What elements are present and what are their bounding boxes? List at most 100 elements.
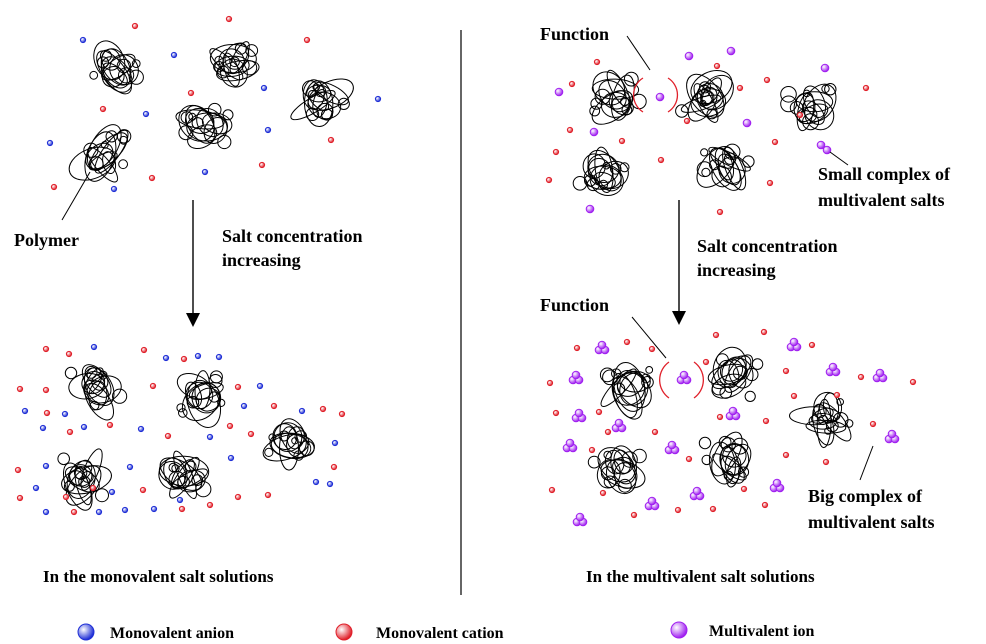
multivalent-ion [655, 92, 665, 102]
anion-ion [240, 402, 248, 410]
multivalent-ion [692, 486, 702, 496]
function-top-label: Function [540, 24, 609, 44]
cation-ion [548, 486, 556, 494]
cation-ion [790, 392, 798, 400]
multivalent-ion [820, 63, 830, 73]
cation-ion [178, 505, 186, 513]
cation-ion [247, 430, 255, 438]
cation-ion [99, 105, 107, 113]
cation-ion [16, 494, 24, 502]
big-complex-label-line1: Big complex of [808, 486, 923, 506]
ion-particles [14, 15, 917, 527]
anion-ion [79, 36, 87, 44]
anion-ion [194, 352, 202, 360]
cation-ion [674, 506, 682, 514]
polymer-coil [68, 124, 132, 183]
cation-ion [716, 413, 724, 421]
cation-ion [42, 386, 50, 394]
multivalent-ion [554, 87, 564, 97]
cation-ion [50, 183, 58, 191]
cation-ion [630, 511, 638, 519]
salt-increasing-left-line1: Salt concentration [222, 226, 362, 246]
legend-cation-label: Monovalent cation [376, 625, 504, 642]
polymer-coil [599, 362, 654, 420]
multivalent-ion [571, 370, 581, 380]
big-complex-leader [859, 445, 874, 481]
cation-ion [862, 84, 870, 92]
multivalent-ion [585, 204, 595, 214]
legend-cation-swatch [335, 623, 353, 641]
polymer-coil [176, 370, 226, 428]
big-complex-label-line2: multivalent salts [808, 512, 935, 532]
cation-ion [303, 36, 311, 44]
anion-ion [126, 463, 134, 471]
polymer-coil [789, 391, 854, 449]
cation-ion [89, 484, 97, 492]
anion-ion [32, 484, 40, 492]
cation-ion [14, 466, 22, 474]
cation-ion [149, 382, 157, 390]
anion-ion [137, 425, 145, 433]
polymer-coil [89, 40, 144, 95]
multivalent-ion [742, 118, 752, 128]
polymer-coil [707, 346, 764, 402]
anion-ion [227, 454, 235, 462]
cation-ion [552, 409, 560, 417]
cation-ion [869, 420, 877, 428]
anion-ion [162, 354, 170, 362]
cation-ion [712, 331, 720, 339]
cation-ion [234, 383, 242, 391]
polymer-coil [587, 445, 647, 495]
anion-ion [46, 139, 54, 147]
right-panel-caption: In the multivalent salt solutions [586, 567, 815, 586]
legend-multivalent-label: Multivalent ion [709, 623, 814, 640]
cation-ion [588, 446, 596, 454]
small-complex-label-line1: Small complex of [818, 164, 951, 184]
anion-ion [201, 168, 209, 176]
polymer-coil [698, 431, 752, 488]
anion-ion [312, 478, 320, 486]
multivalent-ion [614, 418, 624, 428]
cation-ion [760, 328, 768, 336]
anion-ion [331, 439, 339, 447]
cation-ion [131, 22, 139, 30]
polymer-coil [64, 364, 128, 421]
multivalent-ion [875, 368, 885, 378]
anion-ion [142, 110, 150, 118]
cation-ion [319, 405, 327, 413]
cation-ion [683, 117, 691, 125]
legend-anion-swatch [77, 623, 95, 641]
cation-ion [264, 491, 272, 499]
anion-ion [150, 505, 158, 513]
polymer-coil [696, 143, 755, 191]
cation-ion [568, 80, 576, 88]
cation-ion [42, 345, 50, 353]
anion-ion [80, 423, 88, 431]
polymer-label: Polymer [14, 230, 79, 250]
multivalent-ion [574, 408, 584, 418]
polymer-coils [57, 40, 854, 511]
polymer-coil [158, 450, 212, 499]
multivalent-ion [726, 46, 736, 56]
cation-ion [330, 463, 338, 471]
cation-ion [234, 493, 242, 501]
cation-ion [164, 432, 172, 440]
cation-ion [65, 350, 73, 358]
polymer-coil [175, 102, 234, 150]
cation-ion [822, 458, 830, 466]
cation-ion [618, 137, 626, 145]
multivalent-ion [887, 429, 897, 439]
polymer-coil [572, 146, 630, 196]
multivalent-ion [728, 406, 738, 416]
polymer-coil [262, 418, 315, 471]
salt-increasing-left-line2: increasing [222, 250, 301, 270]
anion-ion [206, 433, 214, 441]
cation-ion [595, 408, 603, 416]
cation-ion [148, 174, 156, 182]
multivalent-ion [684, 51, 694, 61]
anion-ion [374, 95, 382, 103]
function-top-leader [626, 35, 651, 71]
polymer-coil [675, 70, 734, 123]
cation-ion [139, 486, 147, 494]
polymer-coil [57, 448, 112, 511]
